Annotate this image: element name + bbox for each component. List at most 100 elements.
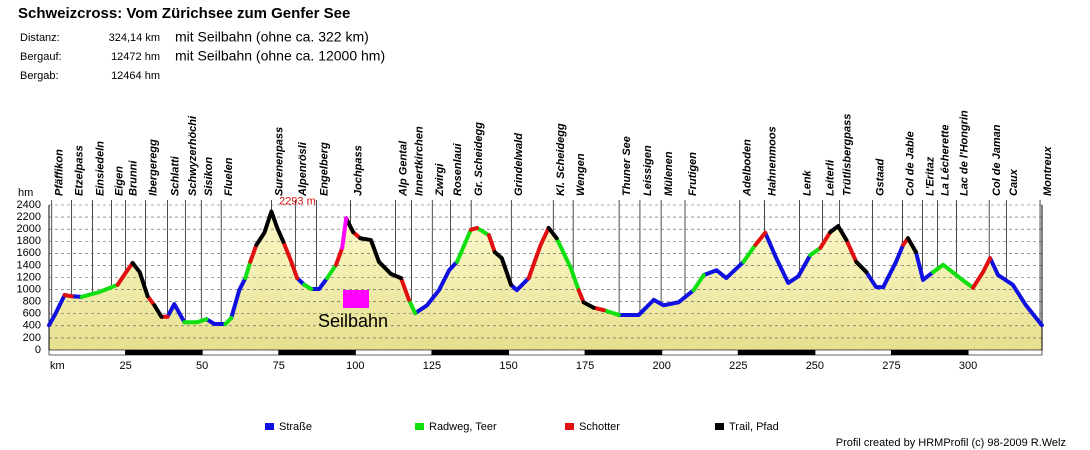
x-tick-label: 50: [196, 360, 208, 372]
profile-line: [130, 209, 918, 319]
stat-label: Distanz:: [20, 32, 60, 44]
waypoint-label: Caux: [1008, 168, 1020, 196]
x-tick-label: 125: [423, 360, 441, 372]
legend-label: Radweg, Teer: [429, 421, 497, 433]
y-tick-label: 1800: [17, 235, 41, 247]
x-axis-band: [48, 349, 1043, 356]
profile-line: [79, 225, 975, 327]
waypoint-label: Col de Jable: [904, 131, 916, 196]
legend-label: Straße: [279, 421, 312, 433]
waypoint-label: Frutigen: [687, 152, 699, 196]
footer: Profil created by HRMProfil (c) 98-2009 …: [836, 437, 1066, 449]
x-axis-band-block: [278, 350, 356, 355]
waypoint-label: Rosenlaui: [452, 142, 464, 196]
profile-line: [62, 225, 993, 319]
x-tick-label: 300: [959, 360, 977, 372]
legend-label: Seilbahn: [318, 311, 388, 331]
waypoint-label: Adelboden: [742, 139, 754, 197]
y-axis-label: hm: [18, 187, 33, 199]
waypoint-label: Trütlisbergpass: [842, 114, 854, 196]
y-tick-label: 1200: [17, 271, 41, 283]
waypoint-label: Schlatti: [169, 155, 181, 196]
stat-note: mit Seilbahn (ohne ca. 322 km): [175, 29, 369, 45]
legend-swatch: [565, 423, 574, 430]
profile-line: [47, 230, 1044, 328]
title: Schweizcross: Vom Zürichsee zum Genfer S…: [18, 5, 350, 22]
x-tick-label: 250: [806, 360, 824, 372]
x-tick-label: 175: [576, 360, 594, 372]
y-tick-label: 2400: [17, 199, 41, 211]
x-tick-label: 200: [653, 360, 671, 372]
waypoint-label: Leissigen: [642, 145, 654, 196]
stat-note: mit Seilbahn (ohne ca. 12000 hm): [175, 48, 385, 64]
waypoint-label: Gr. Scheidegg: [473, 122, 485, 196]
stat-value: 12472 hm: [111, 51, 160, 63]
waypoint-label: Etzelpass: [74, 145, 86, 196]
waypoint-label: Kl. Scheidegg: [555, 123, 567, 196]
x-axis-label: km: [50, 360, 65, 372]
stat-label: Bergab:: [20, 70, 59, 82]
x-tick-label: 150: [499, 360, 517, 372]
legend-swatch: [415, 423, 424, 430]
peak-label: 2293 m: [279, 195, 316, 207]
y-tick-label: 0: [35, 344, 41, 356]
legend-swatch: [343, 290, 369, 308]
y-tick-label: 400: [23, 320, 41, 332]
waypoint-label: Grindelwald: [513, 133, 525, 196]
y-tick-label: 2200: [17, 211, 41, 223]
waypoint-label: Mülenen: [663, 151, 675, 196]
x-tick-label: 225: [729, 360, 747, 372]
waypoint-label: Sisikon: [203, 157, 215, 196]
y-tick-label: 1000: [17, 283, 41, 295]
waypoint-label: Alpenrösli: [297, 141, 309, 197]
waypoint-label: La Lécherette: [939, 124, 951, 196]
waypoint-label: Fluelen: [223, 157, 235, 196]
profile-line: [340, 216, 349, 250]
waypoint-label: Leiterli: [824, 159, 836, 196]
x-axis-band-block: [738, 350, 815, 355]
waypoint-label: Col de Jaman: [991, 124, 1003, 196]
waypoint-label: Jochpass: [352, 145, 364, 196]
stat-value: 12464 hm: [111, 70, 160, 82]
waypoint-label: Schwyzerhöchi: [187, 115, 199, 196]
y-tick-label: 1400: [17, 259, 41, 271]
waypoint-label: Montreux: [1042, 146, 1054, 196]
waypoint-label: Einsiedeln: [94, 141, 106, 196]
y-tick-label: 600: [23, 308, 41, 320]
legend-swatch: [715, 423, 724, 430]
waypoint-label: Pfäffikon: [54, 149, 66, 196]
waypoint-label: Innertkirchen: [413, 126, 425, 196]
x-tick-label: 100: [346, 360, 364, 372]
legend-swatch: [265, 423, 274, 430]
waypoint-label: Brunni: [127, 160, 139, 196]
y-tick-label: 1600: [17, 247, 41, 259]
waypoint-label: Lac de l'Hongrin: [958, 110, 970, 196]
y-tick-label: 200: [23, 332, 41, 344]
waypoint-label: Wengen: [575, 153, 587, 196]
waypoint-label: Alp Gental: [397, 140, 409, 197]
waypoint-label: Surenenpass: [273, 127, 285, 196]
x-axis-band-block: [585, 350, 662, 355]
waypoint-label: L'Eritaz: [924, 156, 936, 196]
waypoint-label: Ibergeregg: [147, 139, 159, 196]
waypoint-label: Hahnenmoos: [767, 126, 779, 196]
waypoint-label: Thuner See: [621, 136, 633, 196]
waypoint-label: Engelberg: [318, 142, 330, 196]
waypoint-label: Gstaad: [874, 158, 886, 196]
x-axis-band-block: [431, 350, 509, 355]
stat-label: Bergauf:: [20, 51, 62, 63]
y-tick-label: 800: [23, 296, 41, 308]
legend-label: Trail, Pfad: [729, 421, 779, 433]
x-tick-label: 275: [882, 360, 900, 372]
x-axis-band-block: [891, 350, 969, 355]
waypoint-label: Eigen: [113, 166, 125, 196]
waypoint-label: Zwirgi: [434, 163, 446, 197]
x-tick-label: 25: [119, 360, 131, 372]
y-tick-label: 2000: [17, 223, 41, 235]
legend-label: Schotter: [579, 421, 620, 433]
x-tick-label: 75: [273, 360, 285, 372]
x-axis-band-block: [125, 350, 203, 355]
waypoint-label: Lenk: [801, 169, 813, 196]
